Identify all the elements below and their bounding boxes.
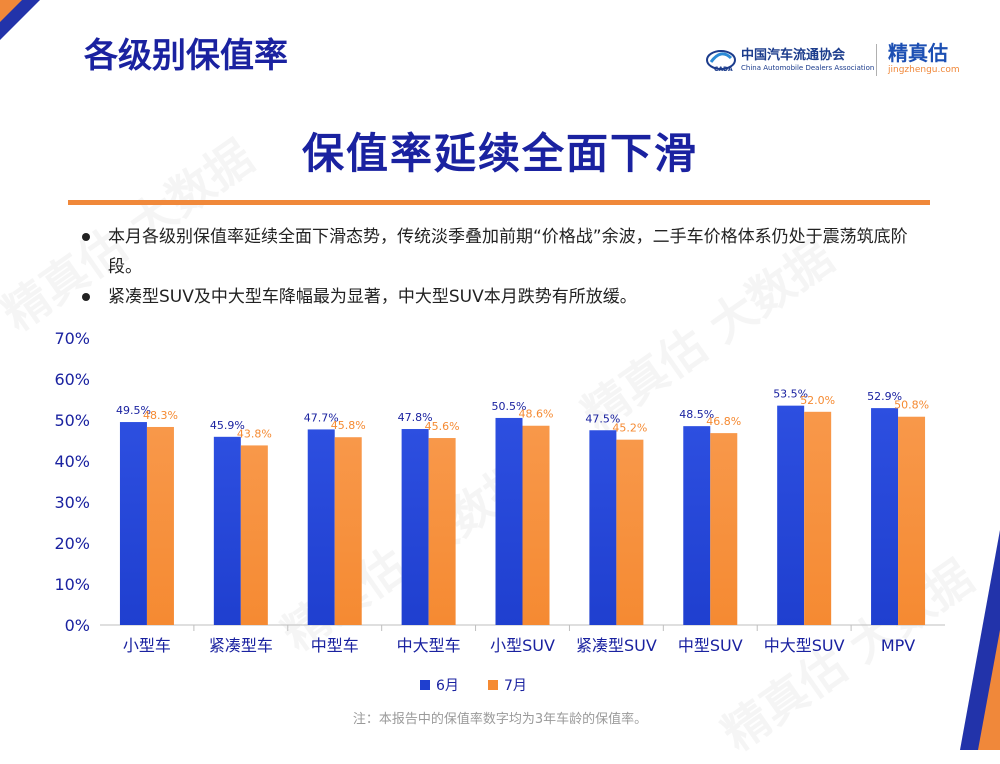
y-tick-label: 30%	[54, 493, 90, 512]
data-label: 47.8%	[398, 411, 433, 424]
data-label: 45.8%	[331, 419, 366, 432]
headline-underline	[68, 200, 930, 205]
data-label: 48.6%	[519, 408, 554, 421]
bar-june	[213, 436, 241, 625]
data-label: 49.5%	[116, 404, 151, 417]
association-emblem-icon: CADA	[706, 50, 736, 73]
x-tick-label: 紧凑型SUV	[576, 636, 657, 655]
corner-stripe-orange-bottom	[978, 630, 1000, 750]
bar-july	[616, 439, 644, 625]
association-name-en: China Automobile Dealers Association	[741, 63, 875, 72]
bar-june	[683, 426, 711, 625]
y-tick-label: 20%	[54, 534, 90, 553]
x-tick-label: 小型车	[123, 636, 171, 655]
bullet-item: 紧凑型SUV及中大型车降幅最为显著，中大型SUV本月跌势有所放缓。	[80, 282, 940, 312]
data-label: 47.5%	[585, 412, 620, 425]
data-label: 52.0%	[800, 394, 835, 407]
association-name: 中国汽车流通协会	[741, 47, 846, 63]
legend-swatch	[488, 680, 498, 690]
brand-logo: 精真估 jingzhengu.com	[888, 42, 960, 76]
x-tick-label: 中型SUV	[678, 636, 743, 655]
data-label: 47.7%	[304, 411, 339, 424]
data-label: 52.9%	[867, 390, 902, 403]
x-tick-label: MPV	[881, 636, 915, 655]
legend-swatch	[420, 680, 430, 690]
bar-june	[871, 408, 899, 625]
bar-july	[710, 433, 738, 625]
logo-divider	[876, 44, 877, 76]
section-title: 各级别保值率	[84, 36, 288, 76]
headline: 保值率延续全面下滑	[301, 129, 698, 178]
data-label: 53.5%	[773, 388, 808, 401]
association-logo: CADA 中国汽车流通协会 China Automobile Dealers A…	[705, 44, 874, 76]
legend-label: 7月	[504, 678, 527, 694]
y-tick-label: 10%	[54, 575, 90, 594]
y-tick-label: 0%	[65, 616, 90, 635]
x-tick-label: 中型车	[311, 636, 359, 655]
x-tick-label: 小型SUV	[490, 636, 555, 655]
corner-stripe-orange	[0, 0, 22, 22]
data-label: 45.2%	[612, 422, 647, 435]
bar-june	[589, 430, 617, 625]
bar-july	[522, 425, 550, 625]
bullet-item: 本月各级别保值率延续全面下滑态势，传统淡季叠加前期“价格战”余波，二手车价格体系…	[80, 222, 940, 282]
bar-july	[804, 411, 832, 625]
y-tick-label: 40%	[54, 452, 90, 471]
y-tick-label: 60%	[54, 370, 90, 389]
bar-june	[119, 422, 147, 625]
brand-name: 精真估	[888, 41, 948, 65]
bar-june	[495, 417, 523, 625]
data-label: 43.8%	[237, 427, 272, 440]
bar-june	[307, 429, 335, 625]
bar-july	[428, 438, 456, 625]
y-tick-label: 70%	[54, 329, 90, 348]
x-tick-label: 中大型车	[397, 636, 461, 655]
x-tick-label: 紧凑型车	[209, 636, 273, 655]
data-label: 50.5%	[492, 400, 527, 413]
bar-june	[777, 405, 805, 625]
data-label: 48.3%	[143, 409, 178, 422]
data-label: 46.8%	[706, 415, 741, 428]
y-tick-label: 50%	[54, 411, 90, 430]
legend-label: 6月	[436, 678, 459, 694]
bar-june	[401, 429, 429, 625]
bullet-list: 本月各级别保值率延续全面下滑态势，传统淡季叠加前期“价格战”余波，二手车价格体系…	[80, 222, 940, 312]
svg-text:CADA: CADA	[714, 66, 733, 73]
x-tick-label: 中大型SUV	[764, 636, 845, 655]
bar-july	[898, 416, 926, 625]
bar-july	[334, 437, 362, 625]
brand-url: jingzhengu.com	[888, 65, 960, 75]
data-label: 45.6%	[425, 420, 460, 433]
data-label: 48.5%	[679, 408, 714, 421]
footnote: 注：本报告中的保值率数字均为3年车龄的保值率。	[352, 712, 648, 727]
bar-july	[146, 426, 174, 625]
data-label: 45.9%	[210, 419, 245, 432]
data-label: 50.8%	[894, 399, 929, 412]
bar-july	[240, 445, 268, 625]
